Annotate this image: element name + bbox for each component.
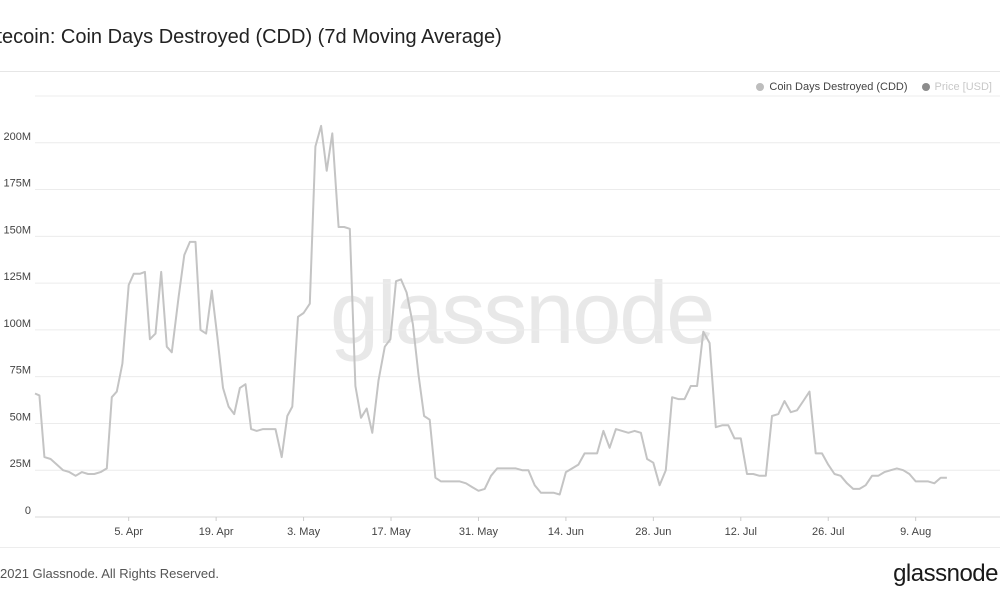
cdd-series-line [34, 124, 947, 496]
legend-label-cdd: Coin Days Destroyed (CDD) [769, 81, 908, 93]
copyright-text: 2021 Glassnode. All Rights Reserved. [0, 566, 219, 581]
series-layer [34, 124, 947, 496]
legend-label-price: Price [USD] [934, 81, 992, 93]
x-tick-label: 3. May [287, 526, 321, 538]
legend-dot-cdd-icon [756, 83, 765, 91]
chart-title: itecoin: Coin Days Destroyed (CDD) (7d M… [0, 26, 502, 48]
x-tick-label: 12. Jul [725, 526, 757, 538]
legend: Coin Days Destroyed (CDD) Price [USD] [756, 81, 992, 93]
y-tick-label: 100M [3, 318, 31, 330]
y-tick-label: 25M [10, 458, 31, 470]
legend-item-price[interactable]: Price [USD] [921, 81, 992, 93]
y-axis-ticks: 0 25M 50M 75M 100M 125M 150M 175M 200M [3, 131, 31, 517]
x-tick-label: 5. Apr [114, 526, 143, 538]
x-axis-ticks: 5. Apr 19. Apr 3. May 17. May 31. May 14. Jun… [114, 517, 931, 538]
header-divider [0, 71, 1000, 72]
y-tick-label: 200M [3, 131, 31, 143]
x-tick-label: 9. Aug [900, 526, 931, 538]
y-tick-label: 175M [3, 178, 31, 190]
legend-dot-price-icon [921, 83, 930, 91]
x-tick-label: 19. Apr [199, 526, 234, 538]
legend-item-cdd[interactable]: Coin Days Destroyed (CDD) [756, 81, 908, 93]
glassnode-logo[interactable]: glassnode [893, 560, 998, 587]
x-tick-label: 26. Jul [812, 526, 844, 538]
grid-lines [35, 95, 1000, 518]
y-tick-label: 125M [3, 271, 31, 283]
x-tick-label: 17. May [371, 526, 411, 538]
footer-divider [0, 547, 1000, 548]
y-tick-label: 150M [3, 224, 31, 236]
y-tick-label: 0 [25, 505, 31, 517]
x-tick-label: 28. Jun [635, 526, 671, 538]
x-tick-label: 31. May [459, 526, 499, 538]
x-tick-label: 14. Jun [548, 526, 584, 538]
y-tick-label: 50M [10, 411, 31, 423]
y-tick-label: 75M [10, 365, 31, 377]
